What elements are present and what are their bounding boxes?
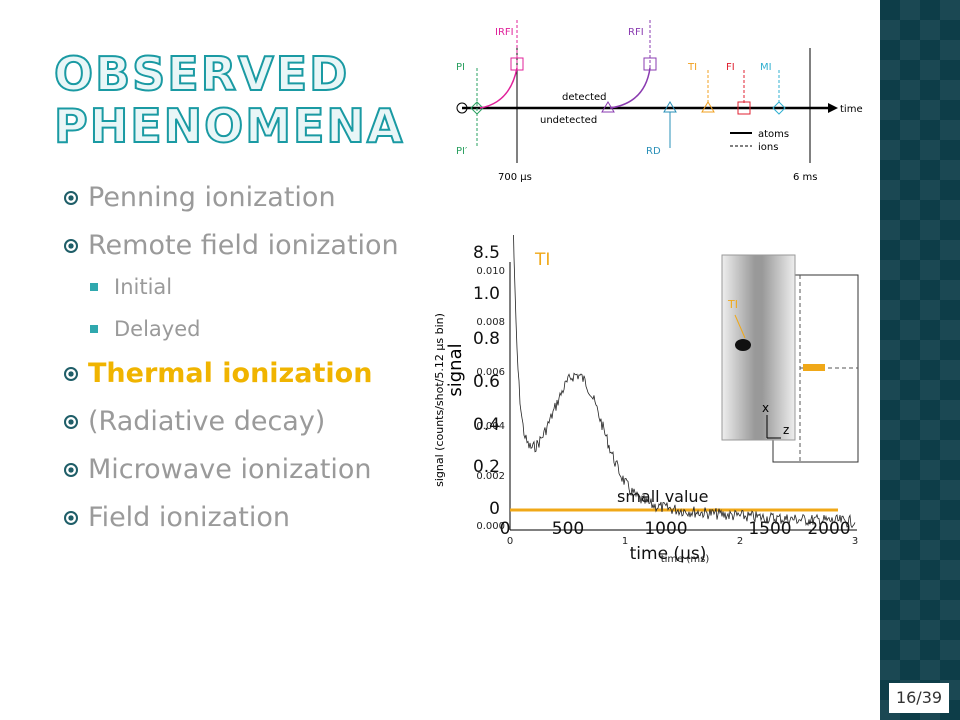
- tick-label: 0.010: [476, 266, 505, 277]
- rfi-start: [601, 101, 615, 113]
- axis-label: time (ms): [661, 554, 710, 565]
- inset-label: x: [762, 401, 769, 415]
- inset-pointer: [734, 314, 746, 339]
- tick-label: 0.004: [476, 421, 505, 432]
- arrow: [828, 103, 838, 113]
- inset-image: [721, 254, 796, 441]
- ti-marker: [701, 101, 715, 113]
- bullet-text: (Radiative decay): [88, 406, 326, 437]
- sub-bullet: Initial: [88, 266, 399, 308]
- inset-blob: [735, 339, 751, 351]
- tick-label: 0: [507, 536, 513, 547]
- side-bar: [880, 0, 960, 720]
- bullet: (Radiative decay): [62, 402, 399, 450]
- tick-label: 8.5: [473, 243, 500, 263]
- tick-label: 3: [852, 536, 858, 547]
- bullet-list: Penning ionization Remote field ionizati…: [62, 178, 399, 546]
- tick-label: 0: [500, 519, 511, 539]
- inset-bar: [803, 364, 825, 371]
- bullet-text: Penning ionization: [88, 182, 336, 213]
- tick-label: 0.006: [476, 367, 505, 378]
- bullet-text: Field ionization: [88, 502, 290, 533]
- tick-label: 0.002: [476, 471, 505, 482]
- rfi-curve: [609, 67, 651, 109]
- label: PI: [456, 62, 465, 73]
- bullet-text: Thermal ionization: [88, 358, 373, 389]
- time-label: 6 ms: [793, 172, 818, 183]
- label: MI: [760, 62, 772, 73]
- inset-label: TI: [727, 298, 738, 311]
- axis-label: time: [840, 104, 863, 115]
- tick-label: 2: [737, 536, 743, 547]
- bullet-text: Microwave ionization: [88, 454, 372, 485]
- bullet: Microwave ionization: [62, 450, 399, 498]
- page-number: 16/39: [889, 683, 949, 713]
- tick-label: 0.4: [473, 415, 500, 435]
- mi-marker: [772, 101, 786, 115]
- label: detected: [562, 92, 607, 103]
- fi-marker: [737, 101, 751, 115]
- tick-label: 0.000: [476, 521, 505, 532]
- bullet: Thermal ionization: [62, 354, 399, 402]
- tick-label: 0.2: [473, 457, 500, 477]
- irfi-marker: [510, 57, 524, 71]
- bullet: Field ionization: [62, 498, 399, 546]
- signal-curve: [513, 235, 856, 529]
- axis-label: time (µs): [630, 544, 707, 564]
- pi-marker: [470, 101, 484, 115]
- label: RFI: [628, 27, 644, 38]
- legend-label: ions: [758, 142, 778, 153]
- legend-label: atoms: [758, 129, 789, 140]
- marker-label: TI: [534, 250, 550, 270]
- label: PI′: [456, 146, 468, 157]
- tick-label: 1: [622, 536, 628, 547]
- time-label: 700 µs: [498, 172, 532, 183]
- slide-title: OBSERVED PHENOMENA: [53, 47, 405, 153]
- tick-label: 0: [489, 499, 500, 519]
- tick-label: 500: [552, 519, 584, 539]
- tick-label: 1.0: [473, 284, 500, 304]
- start: [456, 102, 468, 114]
- label: FI: [726, 62, 735, 73]
- timeline-diagram: time detected undetected 700 µs 6 ms PI …: [456, 18, 863, 183]
- label: undetected: [540, 115, 597, 126]
- irfi-curve: [479, 67, 518, 109]
- bullet-text: Remote field ionization: [88, 230, 399, 261]
- label: IRFI: [495, 27, 514, 38]
- tick-label: 0.6: [473, 372, 500, 392]
- sub-list: Initial Delayed: [88, 266, 399, 350]
- tick-label: 1000: [644, 519, 687, 539]
- rfi-marker: [643, 57, 657, 71]
- axis-label: signal: [445, 343, 466, 396]
- signal-graph: 0.000 0.002 0.004 0.006 0.008 0.010 0 1 …: [433, 235, 859, 565]
- label: TI: [687, 62, 697, 73]
- bullet: Penning ionization: [62, 178, 399, 226]
- inset-label: z: [783, 423, 789, 437]
- bullet: Remote field ionization Initial Delayed: [62, 226, 399, 350]
- axis-label: signal (counts/shot/5.12 µs bin): [433, 313, 446, 487]
- tick-label: 2000: [807, 519, 850, 539]
- tick-label: 0.008: [476, 317, 505, 328]
- tick-label: 1500: [748, 519, 791, 539]
- annotation: small value: [617, 487, 708, 506]
- tick-label: 0.8: [473, 329, 500, 349]
- sub-bullet: Delayed: [88, 308, 399, 350]
- label: RD: [646, 146, 661, 157]
